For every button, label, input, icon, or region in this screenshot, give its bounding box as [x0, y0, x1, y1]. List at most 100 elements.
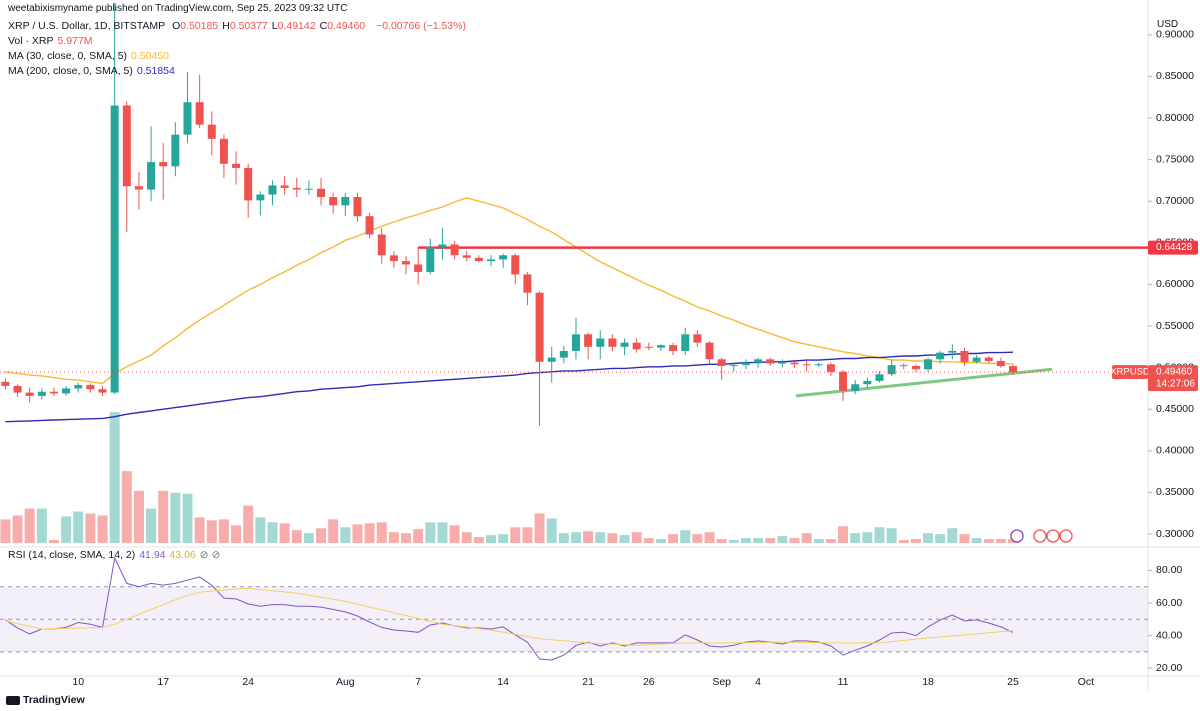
- volume-bar: [449, 525, 460, 543]
- candle-body: [110, 105, 119, 393]
- volume-bar: [133, 490, 144, 543]
- x-tick-label: 4: [755, 676, 761, 688]
- candle-body: [426, 246, 435, 272]
- candle-body: [729, 365, 738, 367]
- rsi-value: 41.94: [139, 549, 166, 561]
- ohlc-key: L: [271, 20, 278, 32]
- volume-bar: [971, 538, 982, 543]
- volume-bar: [825, 539, 836, 543]
- candle-body: [924, 359, 933, 370]
- candle-body: [887, 365, 896, 375]
- x-tick-label: 7: [415, 676, 421, 688]
- y-tick-label: 0.35000: [1156, 486, 1194, 498]
- volume-bar: [534, 513, 545, 543]
- volume-bar: [983, 539, 994, 543]
- x-tick-label: 17: [157, 676, 169, 688]
- y-tick-label: 0.75000: [1156, 153, 1194, 165]
- candle-body: [996, 360, 1005, 367]
- ohlc-value: 0.49460: [327, 20, 366, 32]
- candle-body: [353, 197, 362, 217]
- change: −0.00766 (−1.53%): [376, 20, 466, 32]
- volume-bar: [886, 528, 897, 543]
- volume-bar: [170, 492, 181, 543]
- volume-bar: [704, 532, 715, 543]
- volume-bar: [570, 532, 581, 543]
- volume-value: 5.977M: [57, 35, 93, 47]
- trendline: [795, 367, 1053, 398]
- volume-bar: [437, 522, 448, 543]
- ohlc-value: 0.50377: [229, 20, 268, 32]
- volume-bar: [510, 527, 521, 543]
- volume-bar: [0, 519, 11, 543]
- candle-body: [499, 255, 508, 260]
- candle-body: [839, 371, 848, 391]
- x-tick-label: 11: [838, 676, 849, 688]
- rsi-line: [5, 556, 1014, 661]
- rsi-legend: RSI (14, close, SMA, 14, 2) 41.94 43.06 ⊘ ⊘: [8, 549, 224, 561]
- x-tick-label: 26: [643, 676, 655, 688]
- volume-bar: [558, 533, 569, 543]
- candle-body: [329, 197, 338, 206]
- y-tick-label: 0.80000: [1156, 112, 1194, 124]
- volume-bar: [352, 524, 363, 543]
- volume-bar: [267, 522, 278, 543]
- ma30-legend: MA (30, close, 0, SMA, 5) 0.50450: [8, 50, 173, 62]
- candle-body: [304, 188, 313, 190]
- volume-bar: [619, 535, 630, 543]
- volume-bar: [923, 533, 934, 543]
- candle-body: [620, 342, 629, 347]
- candle-body: [183, 102, 192, 135]
- moving-average: [5, 197, 1014, 385]
- volume-bar: [255, 517, 266, 543]
- candle-body: [584, 334, 593, 347]
- candle-body: [851, 384, 860, 391]
- ohlc-value: 0.50185: [180, 20, 219, 32]
- volume-bar: [328, 519, 339, 543]
- volume-name: Vol · XRP: [8, 35, 54, 47]
- candle-body: [13, 385, 22, 393]
- candle-body: [365, 216, 374, 235]
- ohlc-key: C: [319, 20, 328, 32]
- ma200-value: 0.51854: [136, 65, 175, 77]
- volume-bar: [631, 532, 642, 543]
- volume-bar: [753, 538, 764, 543]
- volume-bar: [303, 533, 314, 543]
- level-label-box: [1148, 240, 1198, 255]
- volume-bar: [194, 517, 205, 543]
- volume-bar: [789, 538, 800, 543]
- candle-body: [741, 362, 750, 366]
- x-tick-label: 24: [242, 676, 254, 688]
- candle-body: [37, 391, 46, 396]
- volume-bar: [546, 518, 557, 543]
- candle-body: [681, 334, 690, 351]
- volume-bar: [607, 533, 618, 543]
- ohlc: O0.50185 H0.50377 L0.49142 C0.49460: [172, 20, 369, 32]
- price-label-box: [1112, 365, 1148, 380]
- publisher: weetabixismyname published on TradingVie…: [8, 3, 348, 14]
- candle-body: [535, 292, 544, 362]
- candle-body: [608, 338, 617, 347]
- volume-bar: [36, 508, 47, 543]
- volume-bar: [947, 528, 958, 543]
- rsi-name: RSI (14, close, SMA, 14, 2): [8, 549, 136, 561]
- candle-body: [754, 359, 763, 363]
- volume-bar: [73, 511, 84, 543]
- candle-body: [511, 255, 520, 275]
- publisher-line: weetabixismyname published on TradingVie…: [8, 3, 351, 14]
- volume-bar: [291, 530, 302, 543]
- candle-body: [462, 255, 471, 258]
- candle-body: [571, 334, 580, 351]
- volume-bar: [340, 527, 351, 543]
- candle-body: [644, 346, 653, 348]
- y-tick-label: 0.45000: [1156, 403, 1194, 415]
- price-label-box: [1148, 365, 1198, 392]
- brand: TradingView: [6, 694, 89, 706]
- candle-body: [474, 257, 483, 262]
- y-tick-label: 0.85000: [1156, 70, 1194, 82]
- volume-bar: [655, 539, 666, 543]
- volume-bar: [413, 529, 424, 543]
- volume-bar: [121, 471, 132, 543]
- volume-bar: [801, 533, 812, 543]
